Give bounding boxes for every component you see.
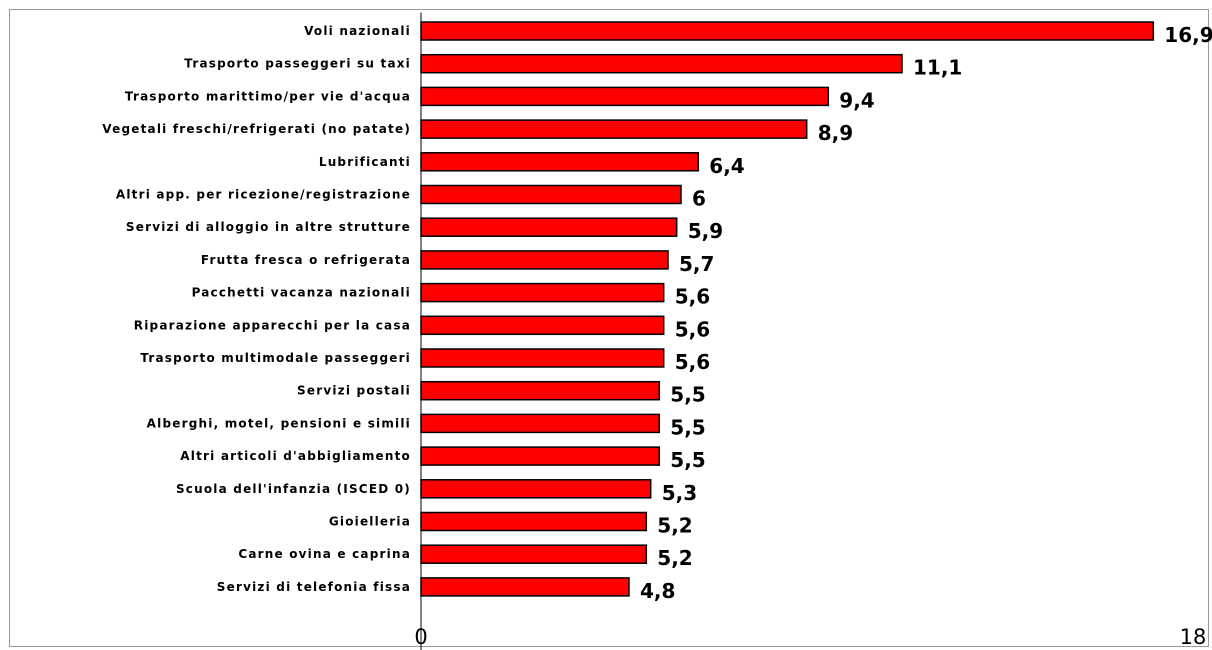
bar (420, 511, 648, 532)
category-label: Trasporto multimodale passeggeri (140, 351, 411, 365)
category-label: Scuola dell'infanzia (ISCED 0) (176, 482, 411, 496)
category-label: Gioielleria (329, 515, 411, 529)
category-label: Voli nazionali (304, 24, 411, 38)
value-label: 11,1 (913, 56, 962, 80)
value-label: 6,4 (709, 154, 744, 178)
value-label: 16,9 (1164, 23, 1212, 47)
bar (420, 413, 661, 434)
bar (420, 119, 808, 139)
value-label: 5,3 (662, 481, 697, 505)
bar (420, 184, 682, 205)
value-label: 5,9 (688, 219, 723, 243)
bar (420, 348, 665, 368)
category-label: Vegetali freschi/refrigerati (no patate) (102, 122, 411, 136)
value-label: 5,7 (679, 252, 714, 276)
category-label: Servizi di alloggio in altre strutture (126, 220, 411, 234)
category-label: Servizi postali (297, 384, 411, 398)
category-label: Pacchetti vacanza nazionali (192, 286, 411, 300)
value-label: 5,6 (675, 350, 710, 374)
bar (420, 21, 1155, 41)
category-label: Frutta fresca o refrigerata (201, 253, 411, 267)
bar (420, 152, 700, 172)
category-label: Lubrificanti (319, 155, 411, 169)
bar (420, 250, 669, 270)
value-label: 5,2 (657, 514, 692, 538)
x-tick-label: 0 (414, 625, 427, 649)
value-label: 5,2 (657, 546, 692, 570)
bar (420, 53, 903, 74)
bar (420, 380, 661, 401)
value-label: 5,6 (675, 317, 710, 341)
value-label: 9,4 (839, 88, 874, 112)
category-label: Carne ovina e caprina (238, 547, 411, 561)
value-label: 5,5 (670, 448, 705, 472)
value-label: 5,6 (675, 285, 710, 309)
category-label: Riparazione apparecchi per la casa (134, 318, 411, 332)
bar (420, 217, 678, 237)
value-label: 5,5 (670, 415, 705, 439)
category-label: Alberghi, motel, pensioni e simili (147, 416, 411, 430)
bar (420, 86, 830, 107)
category-label: Servizi di telefonia fissa (217, 580, 411, 594)
bar (420, 577, 630, 597)
value-label: 4,8 (640, 579, 675, 603)
category-label: Trasporto passeggeri su taxi (184, 57, 411, 71)
category-label: Altri app. per ricezione/registrazione (116, 188, 411, 202)
value-label: 8,9 (818, 121, 853, 145)
bar (420, 479, 652, 499)
bar (420, 315, 665, 336)
category-label: Altri articoli d'abbigliamento (180, 449, 411, 463)
bar (420, 446, 661, 466)
x-tick-label: 18 (1180, 625, 1207, 649)
bar (420, 544, 648, 564)
value-label: 5,5 (670, 383, 705, 407)
category-label: Trasporto marittimo/per vie d'acqua (125, 89, 411, 103)
bar (420, 282, 665, 303)
value-label: 6 (692, 187, 706, 211)
